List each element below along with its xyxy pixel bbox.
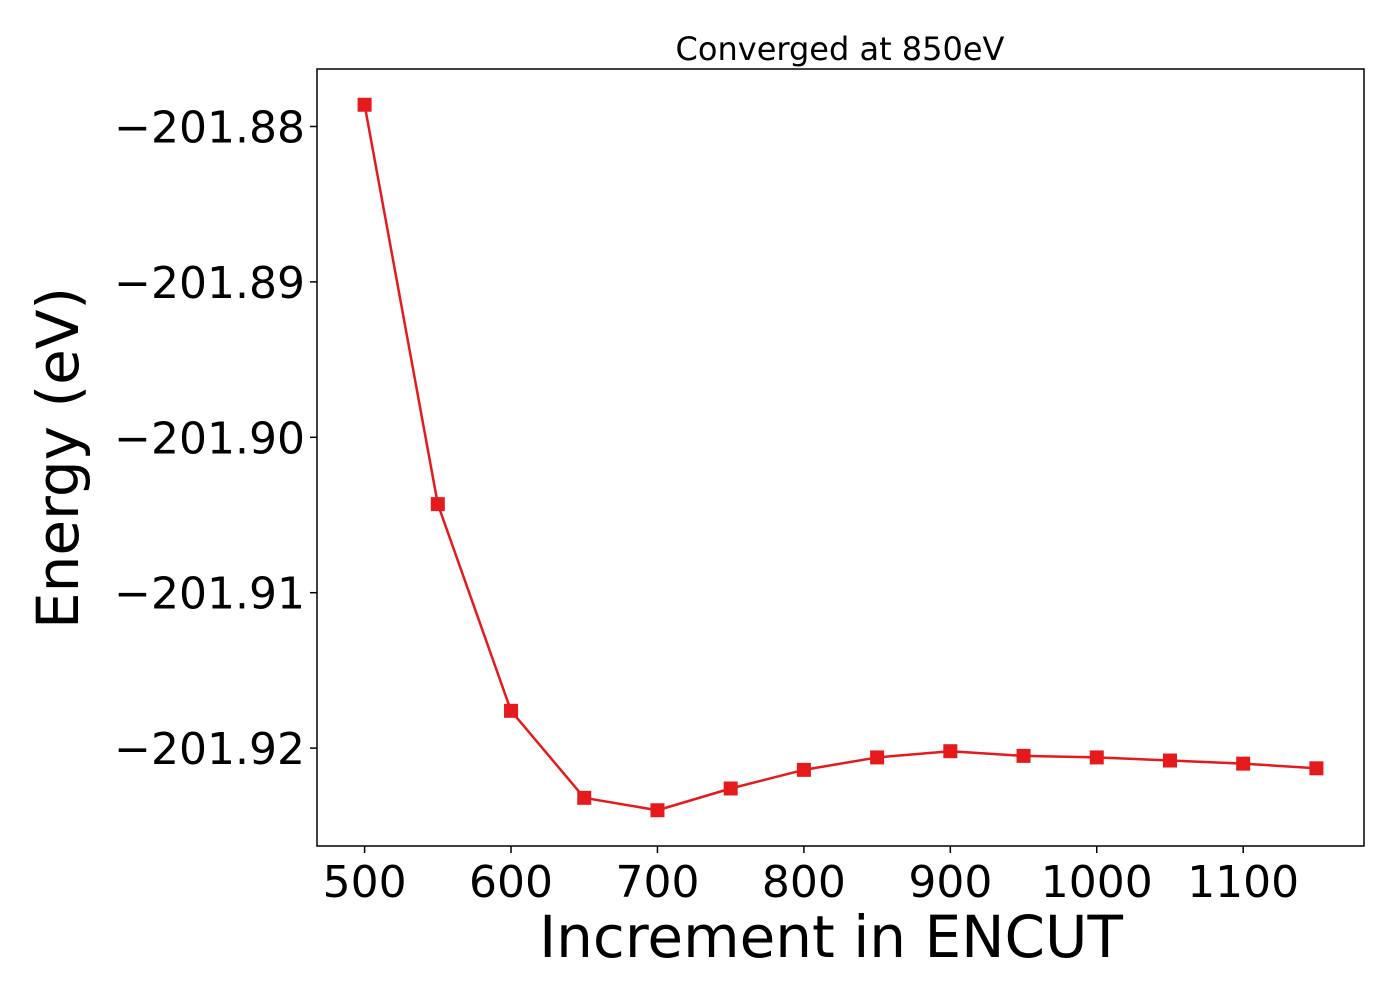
data-point — [1309, 761, 1324, 776]
data-point — [1162, 753, 1177, 768]
x-tick-label: 900 — [908, 857, 992, 908]
data-point — [1236, 756, 1251, 771]
plot-frame — [316, 68, 1365, 847]
data-point — [723, 781, 738, 796]
data-point — [357, 97, 372, 112]
y-axis-label: Energy (eV) — [24, 287, 92, 629]
data-point — [650, 803, 665, 818]
y-tick-label: −201.92 — [114, 724, 305, 775]
x-axis-label: Increment in ENCUT — [539, 903, 1123, 971]
y-axis: −201.88 −201.89 −201.90 −201.91 −201.92 — [114, 102, 317, 775]
y-tick-label: −201.88 — [114, 102, 305, 153]
y-tick-label: −201.90 — [114, 413, 305, 464]
data-point — [1016, 748, 1031, 763]
data-point — [577, 790, 592, 805]
data-point — [1089, 750, 1104, 765]
x-tick-label: 600 — [469, 857, 553, 908]
plot-area — [316, 68, 1365, 847]
series-line — [363, 104, 1317, 812]
chart-title: Converged at 850eV — [676, 30, 1005, 68]
x-axis: 500 600 700 800 900 1000 1100 — [323, 846, 1299, 908]
x-tick-label: 700 — [615, 857, 699, 908]
data-point — [504, 703, 519, 718]
data-point — [796, 762, 811, 777]
data-point — [870, 750, 885, 765]
series-layer — [357, 97, 1324, 818]
y-tick-label: −201.89 — [114, 258, 305, 309]
data-point — [430, 497, 445, 512]
x-tick-label: 1000 — [1041, 857, 1153, 908]
data-point — [943, 744, 958, 759]
x-tick-label: 800 — [762, 857, 846, 908]
x-tick-label: 1100 — [1187, 857, 1299, 908]
y-tick-label: −201.91 — [114, 569, 305, 620]
x-tick-label: 500 — [323, 857, 407, 908]
